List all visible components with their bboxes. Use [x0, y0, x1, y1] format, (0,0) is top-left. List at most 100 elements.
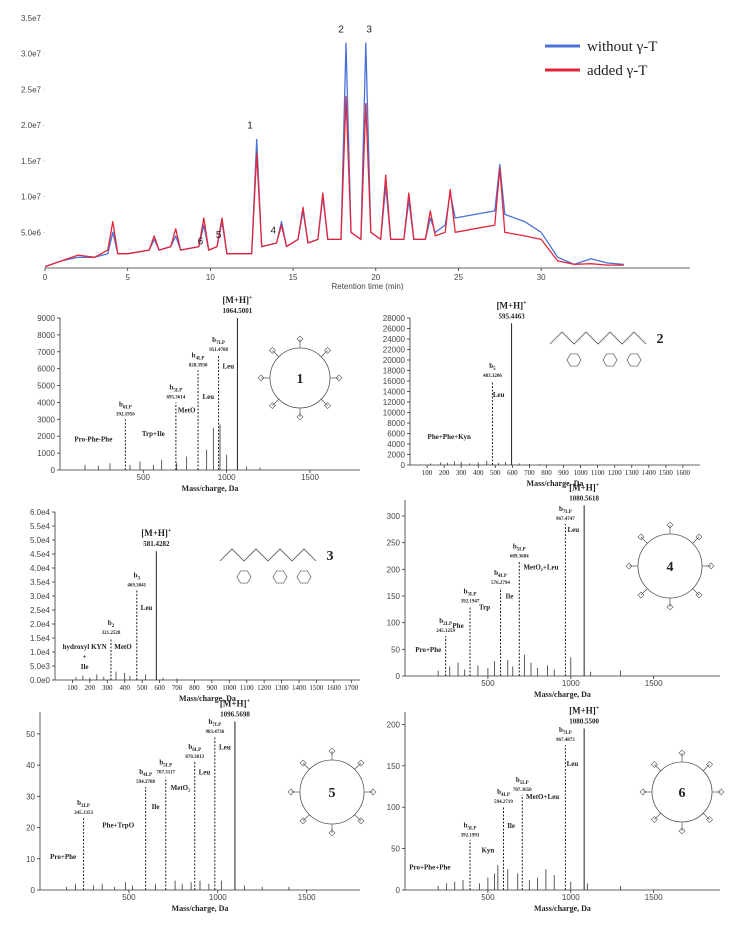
- structure-bond: [302, 762, 310, 770]
- y-tick-label: 7000: [37, 348, 55, 357]
- peak-ion-label: [M+H]+: [222, 295, 253, 305]
- x-tick-label: 1000: [218, 473, 236, 482]
- peak-mz-label: 595.4463: [498, 312, 525, 320]
- y-tick-label: 16000: [383, 377, 406, 386]
- y-tick-label: 0: [31, 886, 36, 895]
- peak-mz-label: 707.3650: [513, 788, 532, 793]
- y-tick-label: 2000: [37, 432, 55, 441]
- fragment-label: Pro+Phe+Phe: [409, 863, 450, 871]
- x-tick-label: 900: [207, 684, 218, 692]
- peak-ion-label: b4LP: [139, 768, 152, 778]
- y-tick-label: 4000: [37, 398, 55, 407]
- x-tick-label: 1200: [257, 684, 272, 692]
- x-tick-label: 400: [473, 469, 484, 477]
- x-tick-label: 500: [490, 469, 501, 477]
- x-tick-label: 1200: [608, 469, 623, 477]
- peak-mz-label: 967.4873: [556, 738, 575, 743]
- peak-ion-sub: 4LP: [498, 574, 507, 579]
- peak-ion: b: [559, 726, 563, 734]
- peak-ion-label: b4LP: [192, 351, 205, 361]
- peak-ion-sub: 5LP: [163, 764, 172, 769]
- structure-sidechain: [257, 374, 265, 382]
- peak-ion: b: [439, 617, 443, 625]
- x-axis-label: Mass/charge, Da: [172, 904, 229, 913]
- y-tick-label: 2000: [387, 451, 405, 460]
- compound-number: 3: [327, 549, 334, 564]
- structure-sidechain: [299, 817, 307, 825]
- peak-ion-sup: +: [596, 482, 600, 488]
- y-tick-label: 2.5e7: [21, 85, 42, 94]
- x-axis-label: Mass/charge, Da: [179, 694, 236, 703]
- x-tick-label: 10: [206, 273, 215, 282]
- compound-number: 5: [329, 786, 336, 801]
- fragment-label: Phe+Phe+Kyn: [428, 433, 471, 441]
- y-tick-label: 2.0e4: [30, 620, 51, 629]
- structure-sidechain: [678, 749, 686, 757]
- structure-sidechain: [717, 788, 725, 796]
- peak-mz-label: 1064.5001: [223, 307, 253, 315]
- peak-ion: b: [108, 619, 112, 627]
- peak-ion-sub: 6LP: [123, 405, 132, 410]
- y-tick-label: 5.0e3: [30, 662, 51, 671]
- y-tick-label: 8000: [37, 331, 55, 340]
- y-tick-label: 5.0e6: [21, 228, 42, 237]
- peak-number: 1: [247, 121, 253, 132]
- peak-ion-sup: +: [596, 706, 600, 712]
- peak-ion-label: b4LP: [494, 569, 507, 579]
- peak-mz-label: 392.1956: [116, 412, 135, 417]
- structure-bond: [654, 764, 662, 772]
- x-tick-label: 1100: [591, 469, 605, 477]
- peak-ion-sup: +: [249, 295, 253, 301]
- y-tick-label: 10000: [383, 409, 406, 418]
- peak-ion-sub: 4LP: [196, 356, 205, 361]
- y-tick-label: 100: [387, 803, 401, 812]
- x-tick-label: 1500: [645, 679, 663, 688]
- y-tick-label: 6000: [37, 365, 55, 374]
- y-tick-label: 24000: [383, 335, 406, 344]
- x-tick-label: 1500: [645, 893, 663, 902]
- fragment-label: Pro+Phe: [50, 853, 76, 861]
- y-tick-label: 0.0e0: [30, 676, 51, 685]
- fragment-label: MetO: [178, 407, 196, 415]
- y-tick-label: 3.5e4: [30, 578, 51, 587]
- y-tick-label: 20000: [383, 356, 406, 365]
- peak-ion-label: b3LP: [464, 821, 477, 831]
- peak-ion-label: [M+H]+: [569, 706, 600, 716]
- structure-bond: [272, 350, 280, 358]
- y-tick-label: 3000: [37, 415, 55, 424]
- peak-ion-label: b2LP: [439, 617, 452, 627]
- structure-sidechain: [335, 374, 343, 382]
- structure-sidechain: [625, 562, 633, 570]
- y-tick-label: 12000: [383, 398, 406, 407]
- fragment-label: +: [83, 653, 87, 661]
- fragment-label: MetO: [114, 643, 132, 651]
- peak-ion-label: b7LP: [559, 726, 572, 736]
- structure-sidechain: [637, 591, 645, 599]
- peak-mz-label: 245.1259: [436, 629, 455, 634]
- y-tick-label: 5.5e4: [30, 522, 51, 531]
- peak-ion: b: [464, 588, 468, 596]
- peak-ion: [M+H]: [222, 295, 249, 305]
- structure-ring: [296, 570, 312, 584]
- x-tick-label: 1000: [209, 893, 227, 902]
- peak-ion-sub: 6LP: [192, 748, 201, 753]
- y-tick-label: 6.0e4: [30, 508, 51, 517]
- structure-sidechain: [299, 759, 307, 767]
- structure-sidechain: [678, 827, 686, 835]
- fragment-label: Kyn: [481, 847, 494, 855]
- peak-ion: b: [119, 400, 123, 408]
- peak-ion-label: b5LP: [159, 759, 172, 769]
- peak-mz-label: 707.3117: [157, 771, 176, 776]
- compound-number: 2: [657, 332, 664, 347]
- y-tick-label: 150: [387, 592, 401, 601]
- structure-sidechain: [296, 413, 304, 421]
- peak-ion-label: b7LP: [212, 336, 225, 346]
- y-tick-label: 5000: [37, 382, 55, 391]
- x-tick-label: 600: [507, 469, 518, 477]
- peak-ion: b: [192, 351, 196, 359]
- y-tick-label: 50: [391, 845, 400, 854]
- x-axis-label: Mass/charge, Da: [527, 479, 584, 488]
- x-tick-label: 500: [137, 684, 148, 692]
- peak-ion-label: b6LP: [119, 400, 132, 410]
- peak-ion-label: b2: [108, 619, 115, 629]
